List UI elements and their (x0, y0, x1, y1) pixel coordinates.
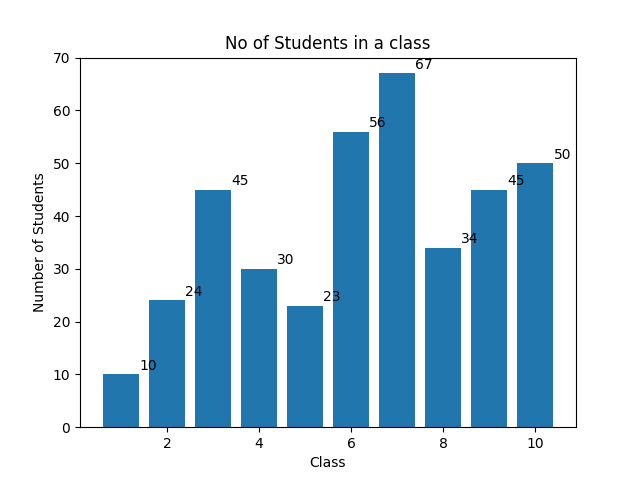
Bar (333, 132, 369, 427)
Bar (195, 190, 232, 427)
Bar (241, 269, 277, 427)
Text: 45: 45 (508, 174, 525, 188)
Text: 30: 30 (277, 253, 295, 267)
Text: 23: 23 (323, 290, 341, 304)
Text: 67: 67 (415, 58, 433, 72)
Bar (516, 163, 554, 427)
Text: 56: 56 (369, 116, 387, 130)
X-axis label: Class: Class (310, 456, 346, 470)
Text: 10: 10 (140, 359, 157, 373)
Text: 24: 24 (186, 285, 203, 299)
Y-axis label: Number of Students: Number of Students (33, 172, 47, 312)
Bar (287, 306, 323, 427)
Text: 50: 50 (554, 148, 571, 162)
Bar (148, 300, 186, 427)
Text: 45: 45 (232, 174, 249, 188)
Bar (424, 248, 461, 427)
Bar (379, 73, 415, 427)
Bar (102, 374, 140, 427)
Text: 34: 34 (461, 232, 479, 246)
Bar (470, 190, 508, 427)
Title: No of Students in a class: No of Students in a class (225, 35, 431, 53)
